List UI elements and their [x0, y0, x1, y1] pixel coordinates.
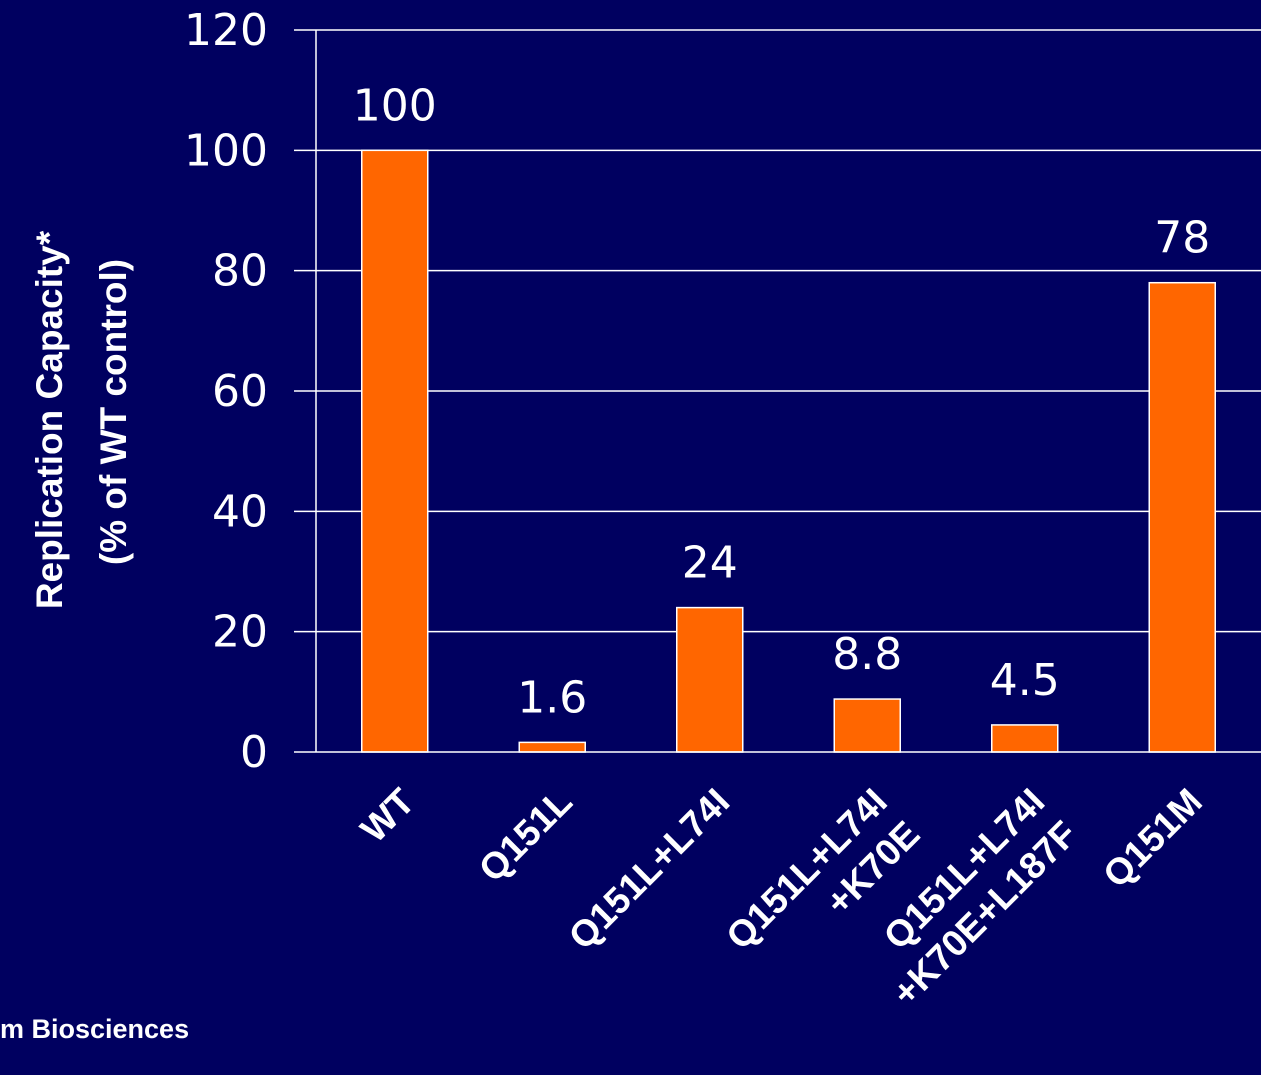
x-tick-label: Q151L+L74I	[561, 781, 738, 958]
bar	[991, 724, 1059, 753]
x-tick-label-line: WT	[353, 780, 423, 850]
footer-note: m Biosciences	[0, 1014, 190, 1044]
x-tick-label-line: Q151L	[471, 781, 580, 890]
y-axis-title: Replication Capacity* (% of WT control)	[29, 230, 134, 609]
bar	[676, 606, 744, 753]
x-tick-label: WT	[353, 780, 423, 850]
x-tick-label-line: Q151M	[1095, 781, 1210, 896]
data-label: 78	[1154, 213, 1210, 264]
labels: 0 20 40 60 80 100 120 100 WT 1.6 Q151L 24 Q151L+L74I…	[29, 5, 1210, 1014]
x-tick-label: Q151L	[471, 781, 580, 890]
axes	[294, 29, 1261, 753]
bar	[833, 698, 901, 753]
bar	[518, 741, 586, 753]
y-axis-title-line: (% of WT control)	[93, 259, 134, 565]
y-tick-label: 80	[212, 246, 268, 297]
y-tick-label: 60	[212, 366, 268, 417]
bar	[361, 149, 429, 753]
data-label: 8.8	[832, 629, 902, 680]
y-tick-label: 120	[184, 5, 268, 56]
data-label: 1.6	[517, 672, 587, 723]
y-tick-label: 0	[240, 727, 268, 778]
bars	[361, 149, 1216, 753]
y-tick-label: 100	[184, 125, 268, 176]
data-label: 100	[353, 80, 437, 131]
x-tick-label-line: Q151L+L74I	[561, 781, 738, 958]
bar	[1148, 281, 1216, 753]
grid-lines	[316, 29, 1261, 633]
x-tick-label: Q151M	[1095, 781, 1210, 896]
y-tick-label: 20	[212, 607, 268, 658]
data-label: 4.5	[990, 655, 1060, 706]
y-axis-title-line: Replication Capacity*	[29, 230, 70, 609]
y-tick-label: 40	[212, 486, 268, 537]
x-tick-label: Q151L+L74I+K70E	[718, 781, 927, 958]
data-label: 24	[682, 538, 738, 589]
